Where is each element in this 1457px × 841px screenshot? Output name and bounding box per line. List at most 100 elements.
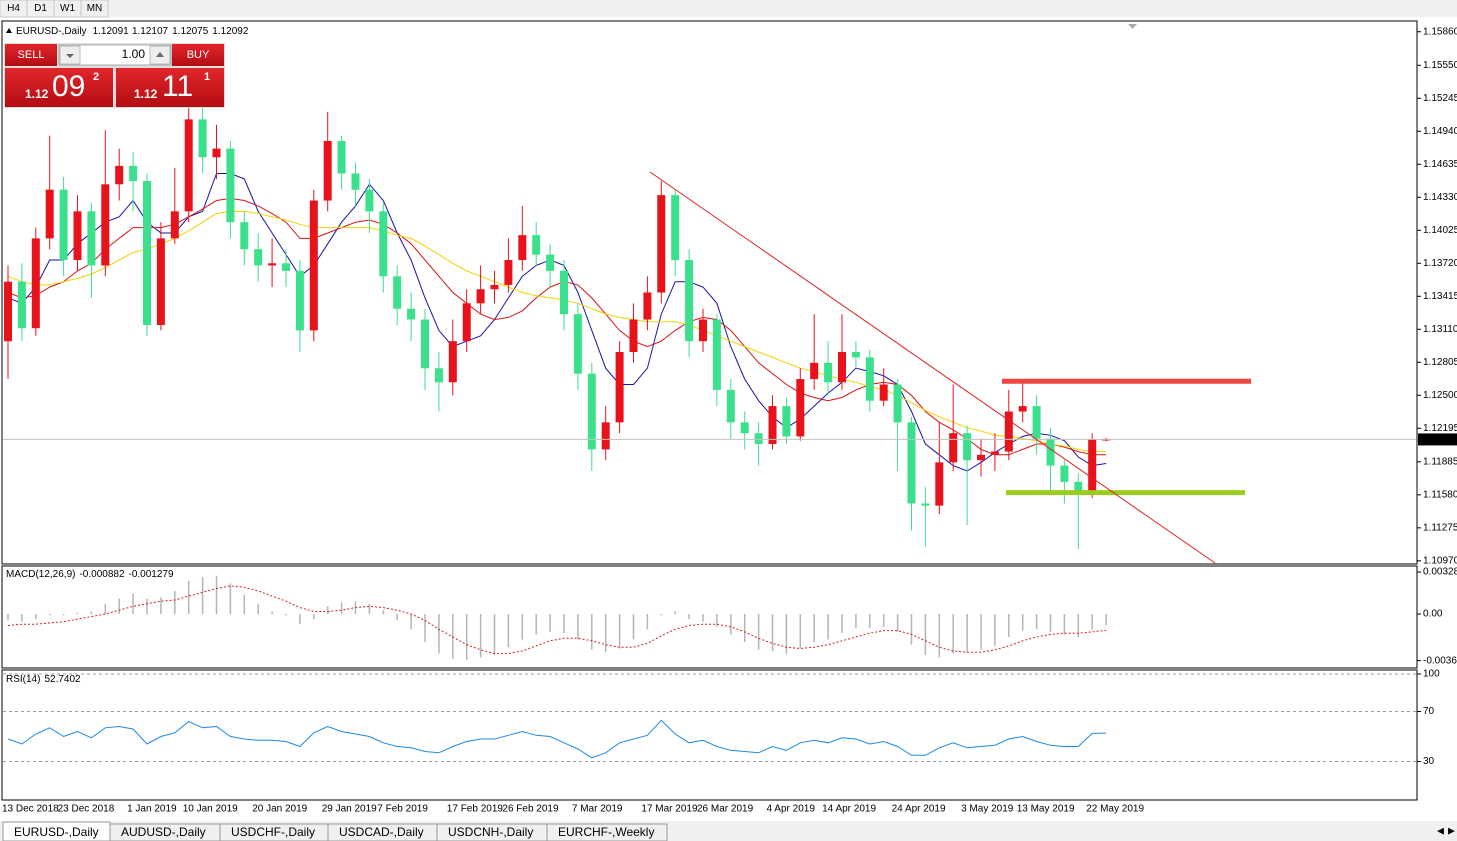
candle-body [671,195,680,261]
buy-label[interactable]: BUY [187,49,210,61]
y-tick-label: 100 [1423,669,1440,680]
candle-body [448,341,457,383]
candle-body [824,362,833,383]
candle-body [1060,465,1069,482]
tab-label[interactable]: AUDUSD-,Daily [121,825,206,839]
sell-label[interactable]: SELL [18,49,45,61]
tab-label[interactable]: USDCAD-,Daily [339,825,424,839]
candle-body [629,319,638,353]
candle-body [587,373,596,450]
y-tick-label: 1.15245 [1423,93,1457,104]
y-tick-label: 1.15860 [1423,26,1457,37]
candle-body [879,384,888,401]
timeframe-label[interactable]: D1 [34,3,47,14]
macd-header: MACD(12,26,9) -0.000882 -0.001279 [6,569,174,580]
candle-body [504,260,513,285]
candle-body [726,389,735,423]
candle-body [351,173,360,190]
candle-body [1046,438,1055,466]
y-tick-label: 1.14940 [1423,126,1457,137]
candle-body [45,189,54,239]
collapse-icon [6,28,12,33]
candle-body [156,238,165,325]
signal-value: -0.001279 [129,569,174,580]
candle-body [963,433,972,461]
rsi-value: 52.7402 [44,674,81,685]
y-tick-label: 1.13720 [1423,258,1457,269]
candle-body [365,189,374,212]
x-tick-label: 1 Jan 2019 [127,804,177,815]
candle-body [490,284,499,290]
x-tick-label: 3 May 2019 [961,804,1014,815]
candle-body [143,181,151,325]
candle-body [921,503,930,506]
signal-line [7,585,1107,655]
indicator-name: MACD(12,26,9) [6,569,75,580]
tab-label[interactable]: EURUSD-,Daily [14,825,99,839]
y-tick-label: 1.12805 [1423,357,1457,368]
candle-body [699,319,707,342]
chart-header: EURUSD-,Daily 1.12091 1.12107 1.12075 1.1209… [16,26,249,37]
candle-body [476,289,485,304]
buy-button[interactable] [172,44,224,66]
open-value: 1.12091 [93,26,130,37]
candle-body [893,384,902,423]
y-tick-label: 0.003287 [1423,567,1457,578]
candle-body [115,165,124,185]
tab-label[interactable]: USDCNH-,Daily [448,825,533,839]
tab-label[interactable]: EURCHF-,Weekly [558,825,654,839]
y-tick-label: 1.12500 [1423,390,1457,401]
candle-body [434,368,443,383]
sell-price-box[interactable] [5,68,113,107]
x-tick-label: 26 Mar 2019 [697,804,754,815]
candle-body [198,119,207,158]
tab-label[interactable]: USDCHF-,Daily [231,825,315,839]
candle-body [268,263,277,266]
low-value: 1.12075 [172,26,209,37]
candle-body [129,165,138,182]
candle-body [643,292,652,320]
macd-pane [1,565,1418,669]
y-tick-label: -0.00365 [1423,655,1457,666]
buy-price-box[interactable] [116,68,224,107]
candle-body [101,184,110,266]
plot-layer: 1.15860 1.15550 1.15245 1.14940 1.14635 1.143… [2,26,1457,815]
candle-body [949,433,958,463]
x-tick-label: 17 Mar 2019 [641,804,698,815]
high-value: 1.12107 [132,26,169,37]
candle-body [573,314,582,374]
candle-body [754,433,763,444]
tab-scroll-left[interactable]: ◀ [1437,825,1444,835]
timeframe-label[interactable]: H4 [7,3,20,14]
lots-value[interactable]: 1.00 [122,47,146,61]
indicator-name: RSI(14) [6,674,40,685]
candle-body [17,281,26,329]
tab[interactable] [546,823,668,841]
candle-body [977,454,985,461]
candle-body [1074,481,1083,491]
sell-button[interactable] [5,44,57,66]
tab-scroll-right[interactable]: ▶ [1448,825,1455,835]
lots-input[interactable] [58,44,172,66]
candle-body [935,462,944,506]
y-tick-label: 70 [1423,706,1435,717]
candle-body [337,141,346,174]
candle-body [59,189,68,261]
chart-tabs: EURUSD-,Daily AUDUSD-,Daily USDCHF-,Daily U… [2,821,668,841]
candle-body [851,352,860,358]
x-tick-label: 29 Jan 2019 [322,804,377,815]
timeframe-label[interactable]: W1 [60,3,75,14]
timeframe-label[interactable]: MN [87,3,103,14]
trend-line [649,171,1216,564]
candle-body [907,422,916,504]
candle-body [1004,411,1013,452]
timeframe-button[interactable] [80,0,109,18]
candle-body [379,211,388,277]
candle-body [393,276,402,309]
x-tick-label: 13 May 2019 [1017,804,1075,815]
candle-body [1088,439,1097,491]
y-tick-label: 1.14330 [1423,192,1457,203]
x-tick-label: 14 Apr 2019 [822,804,876,815]
